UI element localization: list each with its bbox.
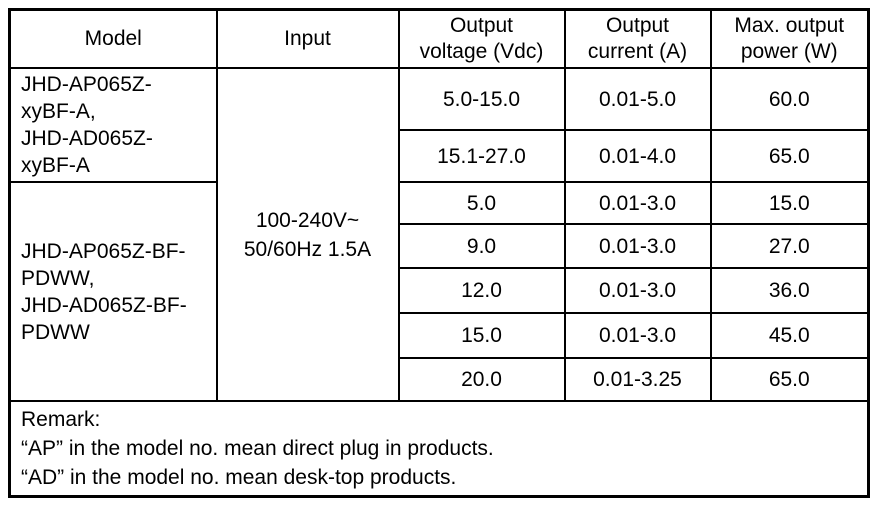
header-input: Input [215,8,400,69]
table-row-3: JHD-AP065Z-BF- PDWW, JHD-AD065Z-BF- PDWW… [8,181,870,402]
max-power-cell: 27.0 [709,223,870,269]
output-voltage-cell: 5.0 [397,181,566,225]
table-row-5: 12.0 0.01-3.0 36.0 [10,267,870,314]
output-voltage-cell: 15.1-27.0 [397,129,566,183]
output-voltage-cell: 15.0 [397,312,566,359]
power-spec-table: Model Input Output voltage (Vdc) Output … [8,8,870,498]
output-current-cell: 0.01-3.0 [563,181,712,225]
remark-cell: Remark: “AP” in the model no. mean direc… [8,400,870,498]
max-power-cell: 36.0 [709,267,870,314]
output-voltage-cell: 20.0 [397,357,566,402]
input-cell: 100-240V~ 50/60Hz 1.5A [215,67,400,402]
output-current-cell: 0.01-3.0 [563,267,712,314]
table-row-1: JHD-AP065Z- xyBF-A, JHD-AD065Z- xyBF-A 1… [8,66,870,402]
max-power-cell: 15.0 [709,181,870,225]
output-current-cell: 0.01-5.0 [563,66,712,132]
output-voltage-cell: 12.0 [397,267,566,314]
table-row-7: 20.0 0.01-3.25 65.0 [10,357,870,402]
output-current-cell: 0.01-3.0 [563,312,712,359]
model-group-2-cell: JHD-AP065Z-BF- PDWW, JHD-AD065Z-BF- PDWW [8,181,218,402]
header-row: Model Input Output voltage (Vdc) Output … [8,8,870,69]
header-output-current: Output current (A) [563,8,712,69]
table-row-2: 15.1-27.0 0.01-4.0 65.0 [10,129,870,183]
max-power-cell: 65.0 [709,357,870,402]
output-current-cell: 0.01-3.25 [563,357,712,402]
output-voltage-cell: 5.0-15.0 [397,66,566,132]
table-row-6: 15.0 0.01-3.0 45.0 [10,312,870,359]
model-group-1-cell: JHD-AP065Z- xyBF-A, JHD-AD065Z- xyBF-A [8,67,218,183]
max-power-cell: 60.0 [709,66,870,132]
output-voltage-cell: 9.0 [397,223,566,269]
output-current-cell: 0.01-3.0 [563,223,712,269]
max-power-cell: 45.0 [709,312,870,359]
header-max-output-power: Max. output power (W) [709,8,870,69]
header-model: Model [8,8,218,69]
max-power-cell: 65.0 [709,129,870,183]
remark-row: Remark: “AP” in the model no. mean direc… [8,400,870,498]
output-current-cell: 0.01-4.0 [563,129,712,183]
table-row-4: 9.0 0.01-3.0 27.0 [10,223,870,269]
header-output-voltage: Output voltage (Vdc) [397,8,566,69]
